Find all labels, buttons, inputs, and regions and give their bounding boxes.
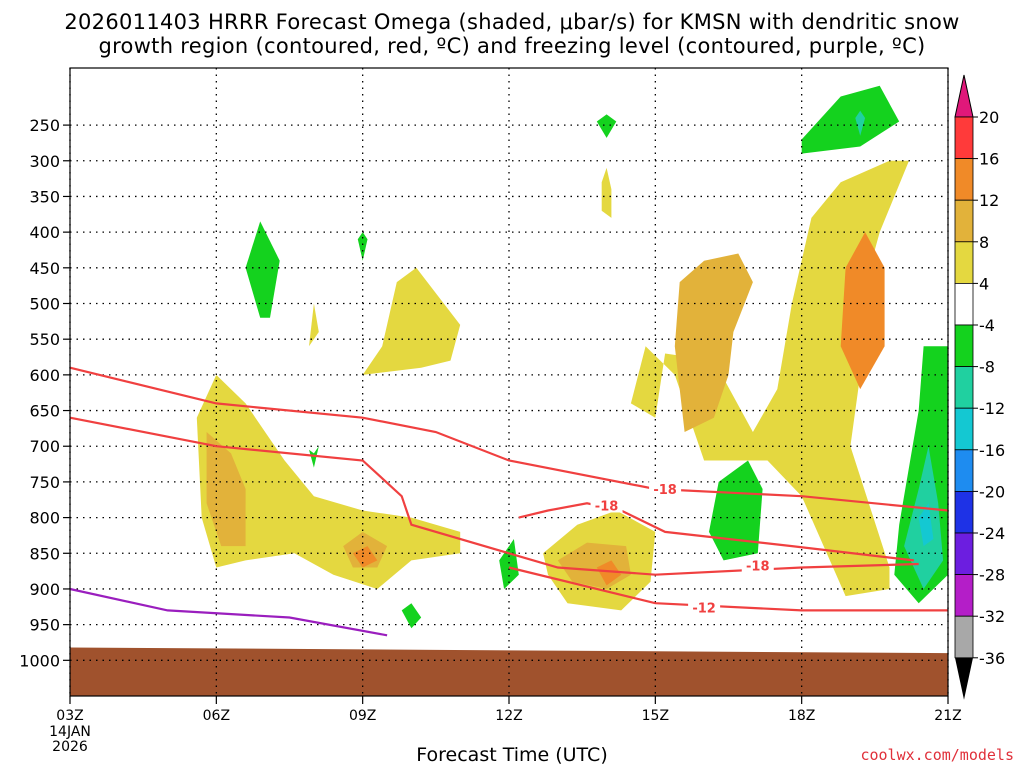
contour-label-bg-3 [688, 599, 721, 615]
colorbar-label-6: -8 [979, 358, 995, 377]
y-tick-label-600: 600 [29, 366, 60, 385]
colorbar-box-4 [954, 282, 974, 326]
x-date-label-1: 2026 [52, 739, 88, 755]
omega-blob-14 [801, 85, 900, 154]
colorbar-box-11 [954, 574, 974, 617]
contour-label-3: -12 [692, 602, 716, 617]
colorbar-label-11: -28 [979, 566, 1005, 585]
contour-label-2: -18 [746, 559, 770, 574]
omega-blob-10 [245, 221, 280, 318]
y-tick-label-950: 950 [29, 616, 60, 635]
contour-2 [69, 416, 919, 576]
omega-blob-16 [499, 539, 519, 589]
colorbar-box-12 [954, 615, 974, 659]
contour-0 [69, 366, 949, 512]
y-tick-label-250: 250 [29, 116, 60, 135]
x-tick-label-18Z: 18Z [788, 708, 815, 724]
colorbar-box-8 [954, 449, 974, 492]
colorbar-label-10: -24 [979, 524, 1005, 543]
colorbar-box-1 [954, 158, 974, 201]
terrain-fill [70, 647, 948, 696]
x-date-label-0: 14JAN [49, 724, 91, 740]
y-tick-label-400: 400 [29, 223, 60, 242]
y-tick-label-1000: 1000 [19, 651, 60, 670]
colorbar-label-5: -4 [979, 316, 995, 335]
terrain-polygon [70, 647, 948, 696]
omega-blob-12 [309, 446, 319, 468]
colorbar-label-4: 4 [979, 274, 989, 293]
omega-blob-11 [357, 232, 368, 261]
omega-shading [196, 85, 948, 629]
colorbar-top-arrow [954, 74, 974, 118]
colorbar-label-1: 16 [979, 150, 999, 169]
chart-title-line2: growth region (contoured, red, ºC) and f… [98, 34, 926, 58]
omega-region-1 [674, 253, 753, 432]
omega-blob-3 [352, 546, 378, 568]
y-tick-label-550: 550 [29, 330, 60, 349]
temperature-contours: -18 -18 -18 -12 [69, 366, 949, 637]
y-tick-label-500: 500 [29, 295, 60, 314]
y-tick-label-900: 900 [29, 580, 60, 599]
colorbar-box-3 [954, 241, 974, 284]
y-tick-label-750: 750 [29, 473, 60, 492]
contour-label-0: -18 [653, 483, 677, 498]
x-tick-label-09Z: 09Z [349, 708, 376, 724]
colorbar-box-7 [954, 407, 974, 451]
axes: 250 300 350 400 450 500 550 600 650 700 750 800 850 9… [19, 67, 962, 755]
x-tick-label-21Z: 21Z [934, 708, 961, 724]
omega-blob-13 [596, 114, 617, 138]
colorbar-box-9 [954, 490, 974, 534]
omega-blob-20 [918, 503, 934, 547]
contour-label-bg-0 [649, 481, 682, 497]
credit-text: coolwx.com/models [860, 746, 1014, 764]
colorbar-box-10 [954, 532, 974, 575]
contour-label-bg-1 [590, 497, 623, 513]
colorbar-box-6 [954, 366, 974, 409]
colorbar-box-2 [954, 199, 974, 243]
colorbar-label-2: 12 [979, 191, 999, 210]
colorbar-label-9: -20 [979, 482, 1005, 501]
contour-4 [69, 587, 388, 637]
colorbar-label-0: 20 [979, 108, 999, 127]
y-tick-label-800: 800 [29, 509, 60, 528]
omega-blob-0 [196, 374, 461, 589]
omega-blob-9 [309, 303, 319, 347]
omega-blob-8 [601, 167, 612, 218]
y-tick-label-350: 350 [29, 187, 60, 206]
x-tick-label-03Z: 03Z [56, 708, 83, 724]
colorbar-label-3: 8 [979, 233, 989, 252]
colorbar: 20 16 12 8 4 -4 -8 -12 -16 -20 -24 -28 -32 -36 [954, 74, 1005, 700]
y-tick-label-300: 300 [29, 152, 60, 171]
colorbar-box-5 [954, 324, 974, 367]
omega-blob-6 [596, 560, 622, 586]
omega-blob-15 [855, 110, 866, 136]
omega-region-3 [709, 460, 763, 561]
x-tick-label-15Z: 15Z [642, 708, 669, 724]
y-tick-label-700: 700 [29, 437, 60, 456]
y-tick-label-850: 850 [29, 544, 60, 563]
colorbar-bottom-arrow [955, 657, 973, 700]
colorbar-label-12: -32 [979, 607, 1005, 626]
omega-blob-17 [401, 603, 422, 629]
omega-blob-7 [362, 267, 461, 375]
omega-region-2 [840, 232, 885, 390]
x-tick-label-12Z: 12Z [495, 708, 522, 724]
chart-title-line1: 2026011403 HRRR Forecast Omega (shaded, … [64, 10, 960, 34]
colorbar-label-7: -12 [979, 399, 1005, 418]
contour-label-1: -18 [595, 499, 619, 514]
colorbar-box-0 [954, 116, 974, 159]
contour-3 [508, 566, 948, 612]
omega-region-0 [630, 160, 909, 597]
y-tick-label-650: 650 [29, 402, 60, 421]
x-tick-label-06Z: 06Z [203, 708, 230, 724]
colorbar-label-13: -36 [979, 649, 1005, 668]
contour-label-bg-2 [741, 557, 774, 573]
y-tick-label-450: 450 [29, 259, 60, 278]
colorbar-label-8: -16 [979, 441, 1005, 460]
x-axis-label: Forecast Time (UTC) [416, 744, 608, 766]
